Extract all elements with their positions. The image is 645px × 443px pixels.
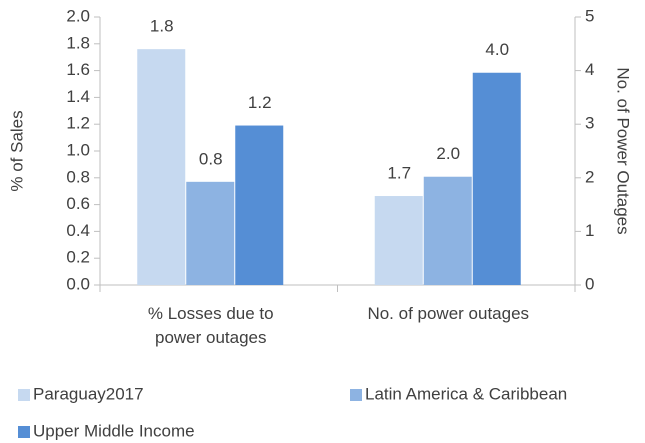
y2-tick-label: 0 — [585, 274, 594, 293]
y-tick-label: 2.0 — [66, 6, 90, 25]
data-label: 1.8 — [150, 17, 174, 36]
legend-label: Paraguay2017 — [33, 384, 144, 403]
data-label: 1.7 — [387, 164, 411, 183]
data-label: 0.8 — [199, 149, 223, 168]
y-tick-label: 1.2 — [66, 114, 90, 133]
legend-swatch — [18, 389, 30, 401]
y-tick-label: 0.6 — [66, 194, 90, 213]
bar — [186, 181, 235, 285]
legend-label: Latin America & Caribbean — [365, 384, 567, 403]
y2-axis-title: No. of Power Outages — [614, 67, 633, 234]
y-tick-label: 1.4 — [66, 87, 90, 106]
y-tick-label: 0.2 — [66, 248, 90, 267]
bar — [423, 176, 472, 285]
x-tick-label: No. of power outages — [367, 304, 530, 323]
x-tick-label: % Losses due to power outages — [147, 304, 274, 347]
y-tick-label: 1.6 — [66, 60, 90, 79]
bar — [235, 125, 284, 285]
y-tick-label: 0.0 — [66, 274, 90, 293]
legend-label: Upper Middle Income — [33, 421, 195, 440]
y2-tick-label: 4 — [585, 60, 594, 79]
y2-tick-label: 1 — [585, 221, 594, 240]
bar — [374, 196, 423, 285]
y2-tick-label: 5 — [585, 6, 594, 25]
y2-tick-label: 2 — [585, 167, 594, 186]
y-tick-label: 1.0 — [66, 140, 90, 159]
data-label: 2.0 — [436, 144, 460, 163]
bar — [137, 49, 186, 285]
y2-tick-label: 3 — [585, 114, 594, 133]
y-tick-label: 1.8 — [66, 33, 90, 52]
y-axis-title: % of Sales — [7, 110, 26, 191]
data-label: 1.2 — [248, 93, 272, 112]
data-label: 4.0 — [485, 40, 509, 59]
legend-swatch — [350, 389, 362, 401]
y-tick-label: 0.4 — [66, 221, 90, 240]
bar — [472, 72, 521, 285]
legend-swatch — [18, 426, 30, 438]
y-tick-label: 0.8 — [66, 167, 90, 186]
